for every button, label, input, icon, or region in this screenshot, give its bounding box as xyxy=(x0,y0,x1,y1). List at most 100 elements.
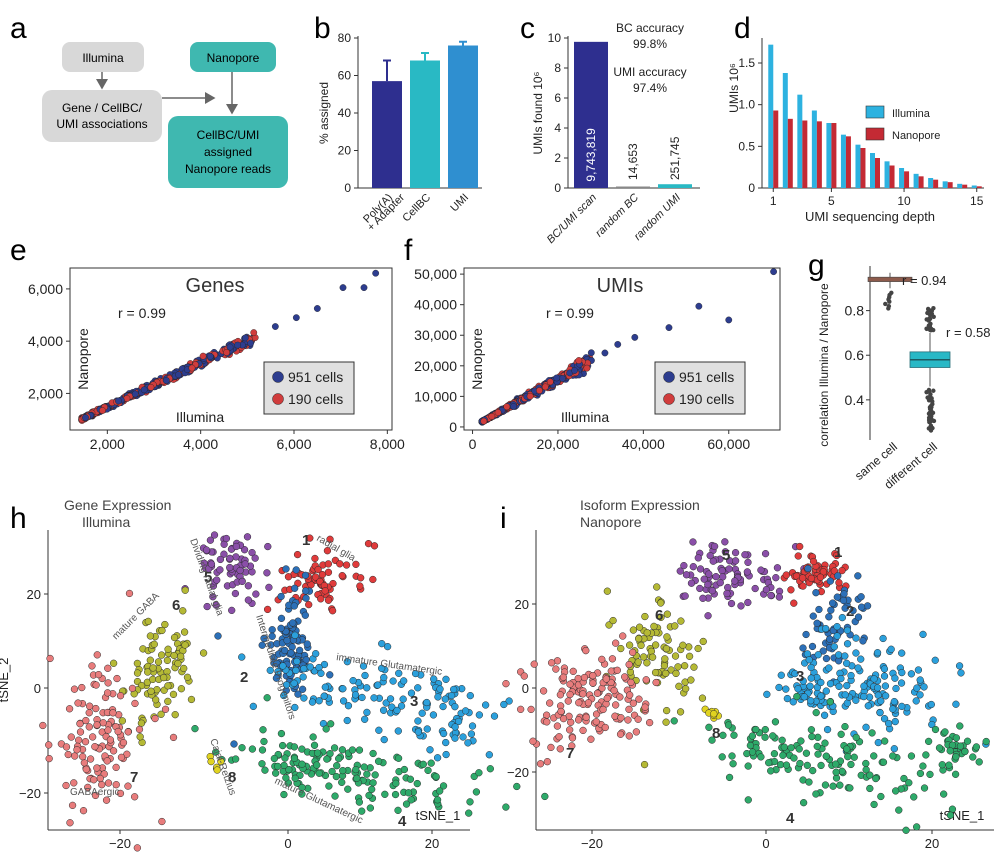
x-tick-label: BC/UMI scan xyxy=(545,192,599,246)
annotation: 99.8% xyxy=(633,37,667,51)
x-tick-label: 20 xyxy=(425,836,439,851)
cell-point xyxy=(92,704,100,713)
cell-point xyxy=(284,573,293,581)
cell-point xyxy=(829,782,837,790)
data-point xyxy=(725,316,733,324)
cell-point xyxy=(358,693,366,702)
bar-nanopore xyxy=(773,110,779,188)
x-tick-label: 0 xyxy=(762,836,769,851)
cell-point xyxy=(694,554,702,562)
bar-illumina xyxy=(942,181,948,188)
cell-point xyxy=(393,706,401,715)
bar-illumina xyxy=(782,73,788,188)
cell-point xyxy=(913,823,921,831)
cluster-number: 4 xyxy=(398,813,407,830)
cell-point xyxy=(721,548,730,556)
cell-point xyxy=(75,736,83,744)
bar-illumina xyxy=(826,123,832,188)
cell-point xyxy=(321,683,329,691)
cell-point xyxy=(355,798,363,806)
cell-point xyxy=(592,718,600,726)
cell-point xyxy=(306,663,314,671)
cell-point xyxy=(423,698,431,707)
y-tick-label: 0 xyxy=(344,181,351,195)
data-point xyxy=(99,407,106,414)
cell-point xyxy=(731,557,740,565)
cell-point xyxy=(366,764,374,772)
panel-h-title-line2: Illumina xyxy=(82,514,130,530)
cell-point xyxy=(598,655,606,664)
illumina-box-label: Illumina xyxy=(82,51,124,65)
cell-point xyxy=(847,760,855,769)
cell-point xyxy=(85,702,94,710)
cell-point xyxy=(787,744,795,752)
cell-point xyxy=(724,721,733,729)
cell-point xyxy=(809,612,817,620)
cell-point xyxy=(653,583,661,591)
cell-point xyxy=(177,652,185,661)
x-tick-label: 15 xyxy=(970,194,984,208)
data-point xyxy=(601,349,609,357)
cell-point xyxy=(807,674,815,682)
cell-point xyxy=(916,769,925,778)
cell-point xyxy=(643,659,651,667)
cell-point xyxy=(413,779,421,788)
cell-point xyxy=(826,577,834,585)
data-point xyxy=(571,367,578,374)
cell-point xyxy=(887,645,895,653)
cell-point xyxy=(278,741,287,750)
cell-point xyxy=(447,691,456,700)
cell-point xyxy=(914,666,923,674)
cell-point xyxy=(626,691,634,699)
data-point xyxy=(199,352,207,360)
cell-point xyxy=(112,763,120,772)
cell-point xyxy=(657,599,665,607)
data-point xyxy=(587,349,595,357)
cell-point xyxy=(529,737,537,745)
cell-point xyxy=(216,566,224,574)
cell-point xyxy=(527,705,535,714)
cell-point xyxy=(263,605,272,614)
cell-point xyxy=(696,584,704,593)
cell-point xyxy=(116,692,125,700)
cell-point xyxy=(361,671,369,680)
cell-point xyxy=(852,649,860,657)
cluster-number: 1 xyxy=(302,532,310,549)
outlier xyxy=(928,392,933,397)
cell-point xyxy=(961,747,969,756)
cell-point xyxy=(677,617,685,625)
cell-point xyxy=(767,767,775,775)
outlier xyxy=(928,424,933,430)
cell-point xyxy=(866,771,874,779)
cell-point xyxy=(931,725,940,734)
cell-point xyxy=(467,730,476,738)
cell-point xyxy=(635,623,644,631)
illumina-box xyxy=(62,42,144,72)
legend-marker xyxy=(663,371,675,383)
data-point xyxy=(223,349,231,356)
bar-nanopore xyxy=(875,158,880,188)
cell-point xyxy=(349,676,357,685)
cell-point xyxy=(712,573,720,581)
cell-point xyxy=(870,752,878,760)
cell-point xyxy=(333,762,341,770)
bar-illumina xyxy=(884,161,890,188)
cell-point xyxy=(704,612,712,620)
cell-point xyxy=(806,682,814,690)
cell-point xyxy=(963,737,972,745)
cell-point xyxy=(441,695,449,703)
cell-point xyxy=(706,551,714,560)
cell-point xyxy=(854,664,862,672)
cell-point xyxy=(716,579,724,587)
cell-point xyxy=(370,694,378,702)
cell-point xyxy=(557,707,565,716)
cell-point xyxy=(249,702,257,711)
cell-point xyxy=(324,568,333,576)
cell-point xyxy=(388,703,396,711)
cell-point xyxy=(451,734,459,742)
cell-point xyxy=(972,743,981,751)
cell-point xyxy=(725,565,733,573)
cell-point xyxy=(147,687,155,695)
association-box-line1: Gene / CellBC/ xyxy=(62,101,143,115)
data-point xyxy=(162,377,170,384)
